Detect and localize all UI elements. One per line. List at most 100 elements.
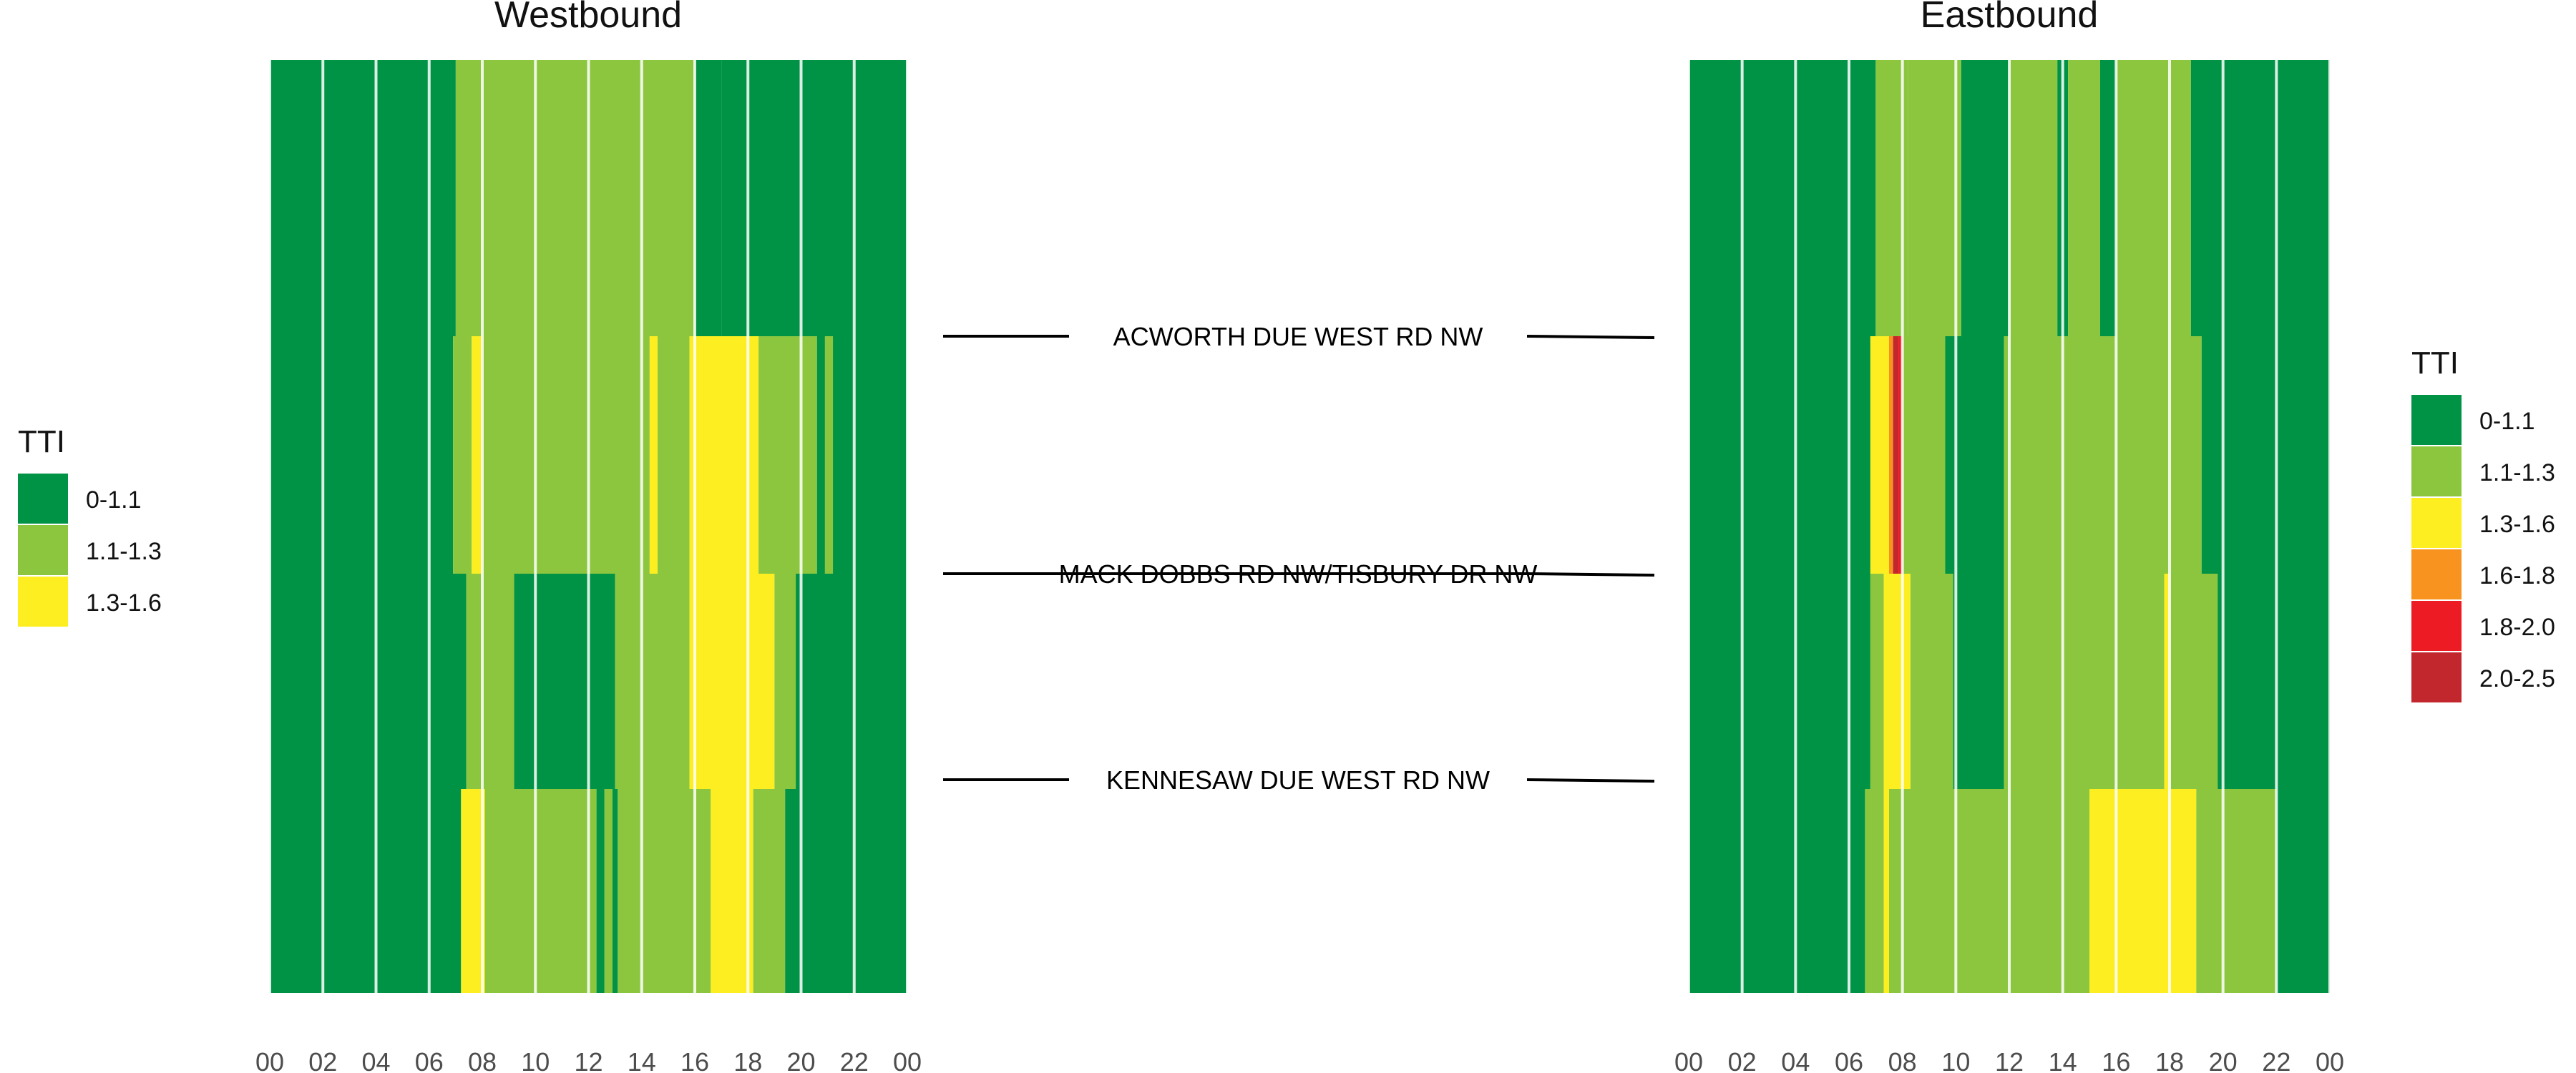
panel-title: Eastbound xyxy=(1921,0,2099,36)
legend-title: TTI xyxy=(18,424,65,459)
heat-cell xyxy=(1961,60,2009,336)
panel-title: Westbound xyxy=(494,0,682,36)
heat-cell xyxy=(482,336,650,574)
x-tick-label: 22 xyxy=(2262,1047,2290,1073)
heat-cell xyxy=(785,789,907,993)
x-tick-label: 00 xyxy=(2316,1047,2344,1073)
x-tick-label: 20 xyxy=(786,1047,815,1073)
legend-label: 1.1-1.3 xyxy=(86,538,162,565)
x-tick-label: 08 xyxy=(468,1047,497,1073)
heat-cell xyxy=(758,336,817,574)
heat-cell xyxy=(1908,60,1961,336)
legend-title: TTI xyxy=(2411,346,2459,381)
road-label: KENNESAW DUE WEST RD NW xyxy=(1106,765,1490,795)
x-tick-label: 14 xyxy=(2049,1047,2077,1073)
road-connector-right xyxy=(1526,335,1655,339)
heat-cell xyxy=(1883,574,1911,789)
legend-label: 0-1.1 xyxy=(2479,408,2535,435)
legend-swatch xyxy=(2411,446,2462,496)
heat-cell xyxy=(2196,789,2277,993)
legend-label: 0-1.1 xyxy=(86,486,142,514)
legend-label: 1.3-1.6 xyxy=(86,589,162,617)
heat-cell xyxy=(2004,336,2202,574)
eastbound-panel: Eastbound 00 02 04 06 08 10 12 14 16 18 20 22 00 xyxy=(1674,0,2344,1073)
heat-cell xyxy=(753,789,786,993)
heat-cell xyxy=(1870,574,1884,789)
heat-cell xyxy=(1689,789,1865,993)
heat-cell xyxy=(774,574,796,789)
heat-cell xyxy=(721,60,907,336)
heat-cell xyxy=(1689,60,1876,336)
legend-swatch xyxy=(2411,395,2462,445)
heat-cell xyxy=(1902,336,1946,574)
x-tick-label: 00 xyxy=(893,1047,922,1073)
heat-cell xyxy=(2004,574,2165,789)
heat-cell xyxy=(816,336,825,574)
heat-cell xyxy=(270,336,454,574)
heat-cell xyxy=(596,789,605,993)
heat-cell xyxy=(1865,789,1884,993)
heat-cell xyxy=(689,574,775,789)
heat-cell xyxy=(453,336,472,574)
x-tick-label: 10 xyxy=(1941,1047,1970,1073)
heat-cell xyxy=(833,336,907,574)
x-tick-label: 06 xyxy=(1835,1047,1863,1073)
heat-cell xyxy=(711,789,753,993)
legend-swatch xyxy=(2411,498,2462,548)
road-labels: ACWORTH DUE WEST RD NW MACK DOBBS RD NW/T… xyxy=(943,322,1655,795)
legend-swatch xyxy=(2411,601,2462,651)
heat-cell xyxy=(466,574,514,789)
heat-cell xyxy=(1953,574,2004,789)
x-tick-label: 00 xyxy=(1674,1047,1703,1073)
legend-swatch xyxy=(2411,549,2462,599)
x-tick-label: 16 xyxy=(2102,1047,2130,1073)
heat-cell xyxy=(2116,60,2191,336)
x-tick-label: 12 xyxy=(574,1047,602,1073)
heat-cell xyxy=(2068,60,2100,336)
road-label: MACK DOBBS RD NW/TISBURY DR NW xyxy=(1059,559,1538,589)
legend-label: 1.6-1.8 xyxy=(2479,562,2555,589)
road-connector-right xyxy=(1526,778,1655,783)
heat-cell xyxy=(484,789,597,993)
heat-cell xyxy=(270,574,467,789)
heat-cell xyxy=(514,574,615,789)
legend-swatch xyxy=(18,525,68,575)
heat-cell xyxy=(1893,336,1899,574)
x-tick-label: 14 xyxy=(628,1047,656,1073)
legend-swatch xyxy=(18,474,68,524)
heat-cell xyxy=(604,789,613,993)
heat-cell xyxy=(455,60,695,336)
legend-label: 1.8-2.0 xyxy=(2479,614,2555,641)
heat-cell xyxy=(1870,336,1889,574)
westbound-panel: Westbound 00 02 04 06 08 10 12 14 16 18 20 22 00 xyxy=(255,0,922,1073)
x-tick-label: 04 xyxy=(1781,1047,1810,1073)
heat-cell xyxy=(824,336,834,574)
heat-cell xyxy=(1689,574,1870,789)
x-tick-label: 02 xyxy=(1728,1047,1757,1073)
heat-cell xyxy=(1945,336,2004,574)
x-tick-label: 02 xyxy=(308,1047,337,1073)
heat-cell xyxy=(1889,789,2089,993)
legend-swatch xyxy=(18,577,68,627)
heat-cell xyxy=(2190,60,2330,336)
legend-label: 2.0-2.5 xyxy=(2479,665,2555,692)
heat-cell xyxy=(1898,336,1903,574)
legend-label: 1.1-1.3 xyxy=(2479,459,2555,486)
heat-cell xyxy=(2099,60,2117,336)
heat-cell xyxy=(2170,574,2218,789)
x-tick-label: 08 xyxy=(1888,1047,1917,1073)
heat-cell xyxy=(612,789,618,993)
heat-cell xyxy=(618,789,711,993)
heat-cell xyxy=(2164,574,2170,789)
x-tick-label: 18 xyxy=(733,1047,762,1073)
heat-cell xyxy=(1883,789,1889,993)
legend-swatch xyxy=(2411,652,2462,702)
heat-cell xyxy=(2218,574,2330,789)
heat-cell xyxy=(695,60,722,336)
westbound-legend: TTI 0-1.1 1.1-1.3 1.3-1.6 xyxy=(18,424,162,627)
heat-cell xyxy=(270,789,462,993)
heat-cell xyxy=(2009,60,2058,336)
road-label: ACWORTH DUE WEST RD NW xyxy=(1113,322,1483,351)
heat-cell xyxy=(1910,574,1953,789)
